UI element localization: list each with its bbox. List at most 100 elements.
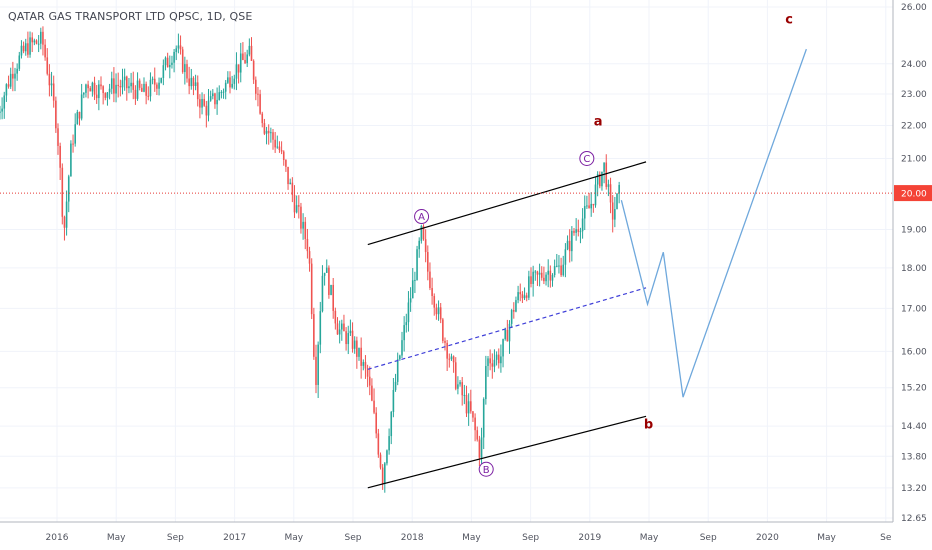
candle-body <box>250 45 253 61</box>
candle-body <box>396 359 399 382</box>
candle-body <box>192 77 195 87</box>
candle-body <box>162 65 165 78</box>
candle-body <box>439 307 442 320</box>
candle-body <box>616 193 618 210</box>
y-tick-label: 12.65 <box>901 514 927 524</box>
candle-body <box>295 205 298 213</box>
wave-circle-C <box>579 150 595 166</box>
candle-body <box>289 182 291 185</box>
candle-body <box>308 251 311 264</box>
candle-body <box>540 272 543 278</box>
x-tick-label: Sep <box>167 533 184 543</box>
projection-path <box>620 48 807 398</box>
candle-body <box>27 43 29 55</box>
x-tick-label: May <box>284 533 303 543</box>
candle-body <box>489 358 491 364</box>
candle-body <box>248 45 251 55</box>
candle-body <box>169 64 171 68</box>
candle-body <box>57 128 59 146</box>
candle-body <box>37 43 40 45</box>
y-tick-label: 18.00 <box>901 264 927 274</box>
candle-body <box>304 221 307 239</box>
candle-body <box>293 195 296 213</box>
candle-body <box>618 185 620 194</box>
x-tick-label: 2019 <box>578 533 601 543</box>
candle-body <box>362 362 365 366</box>
candle-body <box>141 87 143 92</box>
y-tick-label: 26.00 <box>901 3 927 13</box>
candle-body <box>603 162 605 172</box>
candle-body <box>446 342 448 359</box>
candle-body <box>274 139 276 148</box>
candle-body <box>72 143 74 145</box>
candle-body <box>330 284 332 295</box>
y-tick-label: 15.20 <box>901 384 927 394</box>
candle-body <box>52 83 55 101</box>
candle-body <box>594 184 597 206</box>
candle-body <box>186 64 188 79</box>
candle-body <box>476 430 479 440</box>
candle-body <box>545 274 547 282</box>
candle-body <box>65 201 68 228</box>
candle-body <box>233 78 236 84</box>
candle-body <box>20 45 23 56</box>
candle-body <box>403 325 405 341</box>
candle-body <box>596 174 599 185</box>
candle-body <box>581 218 584 232</box>
candle-body <box>379 454 382 468</box>
candle-body <box>497 354 500 364</box>
wave-circle-label-B: B <box>483 465 490 476</box>
candle-body <box>444 340 446 343</box>
candle-body <box>126 76 128 89</box>
candle-body <box>448 358 451 360</box>
candle-body <box>5 84 8 96</box>
candle-body <box>272 132 274 140</box>
x-tick-label: Sep <box>522 533 539 543</box>
candle-body <box>405 322 408 326</box>
candle-body <box>459 382 461 385</box>
candle-body <box>33 40 36 43</box>
candle-body <box>418 240 420 250</box>
candle-body <box>302 221 304 229</box>
candle-body <box>534 271 537 273</box>
candle-body <box>231 83 233 88</box>
candle-body <box>409 298 412 303</box>
candle-body <box>601 171 603 187</box>
candle-body <box>128 86 130 89</box>
candle-body <box>427 252 429 272</box>
candle-body <box>558 265 560 267</box>
candle-body <box>291 182 294 196</box>
candle-body <box>510 310 513 324</box>
price-axis[interactable]: 26.00 24.00 23.00 22.00 21.00 19.00 18.00 17.00… <box>892 0 932 524</box>
candle-body <box>12 73 14 79</box>
candle-body <box>605 162 608 187</box>
x-tick-label: 2020 <box>756 533 779 543</box>
candle-body <box>461 382 463 396</box>
candle-body <box>452 356 455 363</box>
candle-body <box>373 400 375 413</box>
candle-body <box>583 206 586 219</box>
candle-body <box>22 45 25 52</box>
candle-body <box>106 92 109 98</box>
wave-circle-label-A: A <box>418 212 425 223</box>
time-axis[interactable]: 2016 May Sep 2017 May Sep 2018 May Sep 2019 May Sep… <box>0 521 893 543</box>
candle-body <box>173 51 175 63</box>
candle-body <box>386 450 388 464</box>
candle-body <box>151 78 154 80</box>
candle-body <box>212 93 214 97</box>
candle-body <box>336 323 339 335</box>
candle-body <box>384 463 386 484</box>
candle-body <box>59 145 61 168</box>
candle-body <box>375 412 377 434</box>
candle-body <box>325 267 328 273</box>
x-tick-label: May <box>817 533 836 543</box>
candle-body <box>493 359 496 367</box>
candle-body <box>371 385 373 401</box>
candle-body <box>579 231 582 233</box>
candle-body <box>276 146 279 148</box>
candle-body <box>184 64 186 73</box>
candle-body <box>491 363 494 367</box>
candle-body <box>9 73 12 87</box>
candle-body <box>48 73 51 86</box>
